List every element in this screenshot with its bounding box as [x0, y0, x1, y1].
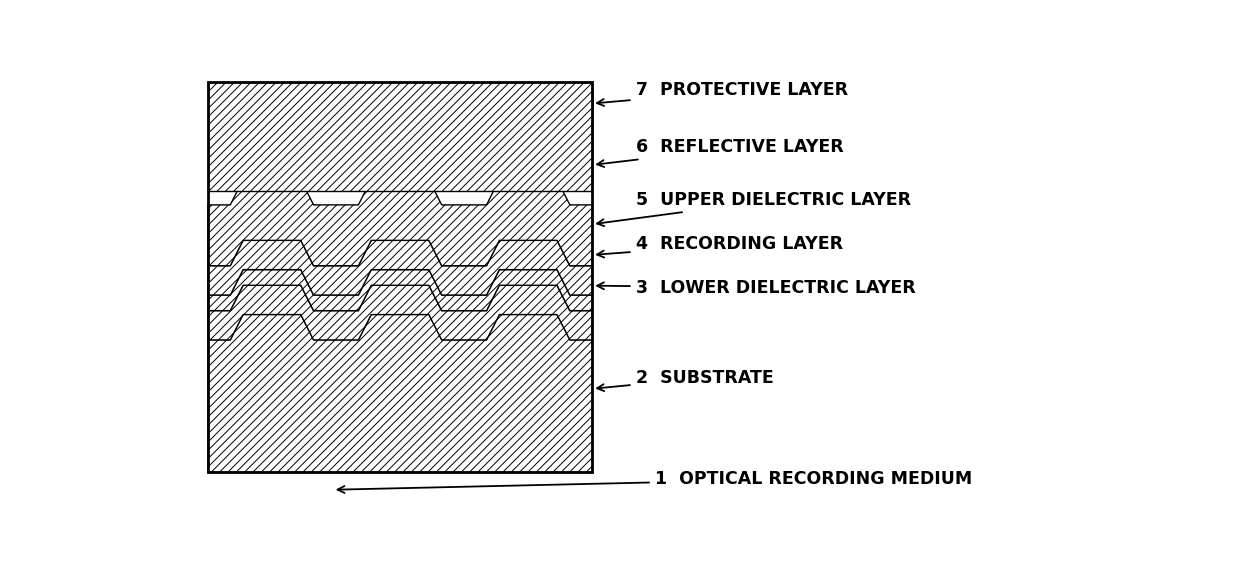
Polygon shape — [208, 270, 593, 311]
Text: 3  LOWER DIELECTRIC LAYER: 3 LOWER DIELECTRIC LAYER — [596, 279, 915, 297]
Polygon shape — [208, 180, 593, 266]
Text: 4  RECORDING LAYER: 4 RECORDING LAYER — [596, 235, 843, 258]
Polygon shape — [208, 315, 593, 472]
Text: 5  UPPER DIELECTRIC LAYER: 5 UPPER DIELECTRIC LAYER — [596, 191, 910, 226]
Polygon shape — [208, 241, 593, 295]
Polygon shape — [208, 285, 593, 340]
Text: 6  REFLECTIVE LAYER: 6 REFLECTIVE LAYER — [596, 139, 843, 167]
Text: 2  SUBSTRATE: 2 SUBSTRATE — [596, 369, 774, 391]
Text: 1  OPTICAL RECORDING MEDIUM: 1 OPTICAL RECORDING MEDIUM — [337, 470, 972, 493]
Bar — [208, 82, 593, 191]
Text: 7  PROTECTIVE LAYER: 7 PROTECTIVE LAYER — [596, 82, 848, 106]
Bar — [208, 82, 593, 472]
